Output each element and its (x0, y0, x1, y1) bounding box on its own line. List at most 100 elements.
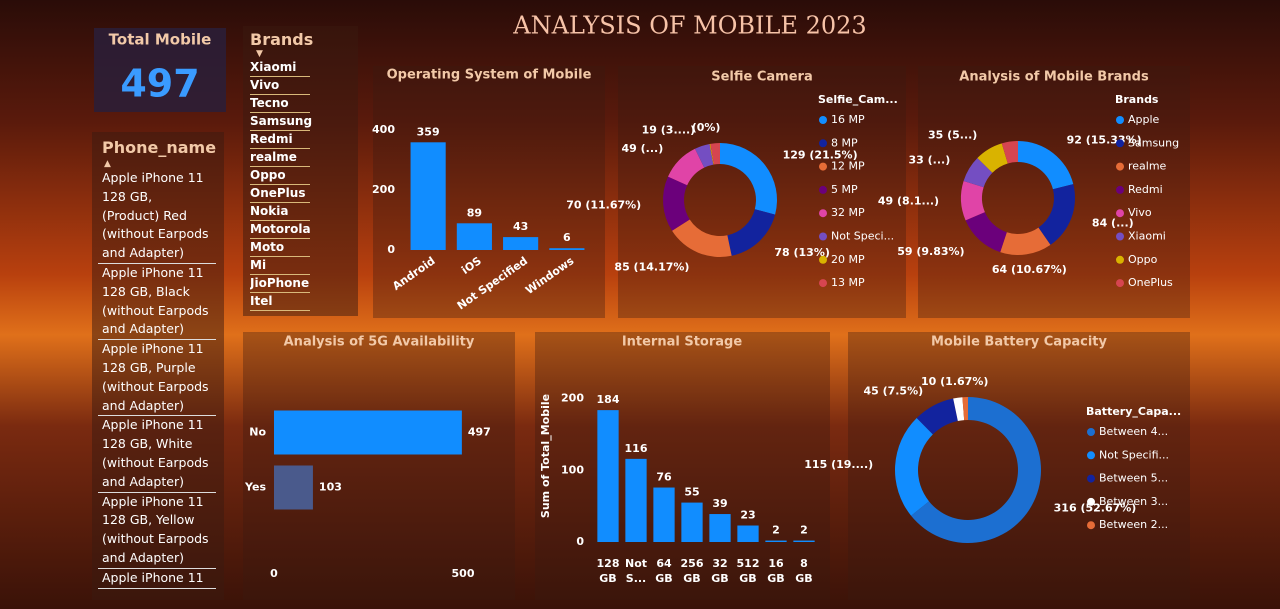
donut-slice (962, 396, 968, 421)
data-label: 2 (800, 524, 808, 537)
donut-slice (668, 148, 705, 186)
data-label: 49 (8.1...) (878, 195, 939, 208)
slicer-title: Brands (250, 30, 314, 49)
slicer-item[interactable]: Moto (250, 239, 310, 257)
donut-slice (672, 219, 732, 258)
bar (737, 525, 759, 542)
slicer-item[interactable]: Apple iPhone 11 128 GB, Yellow (without … (98, 493, 216, 569)
legend-marker (1087, 428, 1095, 436)
legend-marker (1116, 139, 1124, 148)
data-label: 55 (684, 486, 699, 499)
bar (625, 458, 647, 542)
data-label: 6 (563, 231, 571, 244)
legend-label: 32 MP (831, 206, 865, 219)
legend-marker (1087, 497, 1095, 506)
slicer-item[interactable]: Redmi (250, 131, 310, 149)
slicer-item[interactable]: Apple iPhone 11 128 GB, Black (without E… (98, 264, 216, 341)
donut-slice (1018, 141, 1074, 190)
slicer-item[interactable]: Nokia (250, 203, 310, 221)
legend-marker (819, 116, 827, 124)
legend-label: Xiaomi (1128, 230, 1166, 243)
bar (274, 465, 313, 510)
legend-marker (819, 232, 827, 241)
legend-marker (1087, 521, 1095, 530)
legend-label: realme (1128, 160, 1167, 173)
data-label: (0%) (692, 121, 721, 134)
donut-slice (894, 418, 933, 516)
data-label: 85 (14.17%) (614, 260, 689, 273)
legend-label: Not Specifi... (1099, 448, 1169, 461)
slicer-item[interactable]: Motorola (250, 221, 311, 239)
slicer-item[interactable]: Oppo (250, 167, 310, 185)
slicer-item[interactable]: Samsung (250, 113, 312, 131)
x-tick-label: 256 GB (681, 557, 704, 585)
donut-slice (1038, 184, 1075, 245)
y-tick-label: Yes (244, 481, 266, 494)
x-tick-label: 500 (452, 567, 475, 580)
donut-slice (663, 176, 690, 231)
data-label: 116 (625, 442, 648, 455)
donut-slice (720, 143, 777, 215)
slicer-item[interactable]: Tecno (250, 95, 310, 113)
legend-marker (1116, 185, 1124, 194)
slicer-item[interactable]: JioPhone (250, 275, 310, 293)
donut-slice (916, 398, 958, 435)
donut-slice (965, 212, 1007, 253)
slicer-item[interactable]: Xiaomi (250, 59, 310, 77)
donut-slice (1000, 227, 1051, 255)
legend-marker (819, 185, 827, 194)
data-label: 49 (...) (622, 142, 664, 155)
data-label: 359 (417, 125, 440, 138)
x-tick-label: Not S... (625, 557, 647, 585)
data-label: 33 (...) (909, 153, 951, 166)
slicer-item[interactable]: Apple iPhone 11 128 GB, White (without E… (98, 416, 216, 493)
y-tick-label: No (249, 426, 266, 439)
sort-icon[interactable]: ▲ (104, 159, 111, 169)
legend-label: 20 MP (831, 253, 865, 266)
bar (549, 248, 585, 250)
phone-slicer[interactable]: Phone_name ▲ Apple iPhone 11 128 GB, (Pr… (98, 136, 216, 596)
x-tick-label: 8 GB (795, 557, 812, 585)
slicer-item[interactable]: Apple iPhone 11 128 GB, (Product) Red (w… (98, 169, 216, 264)
legend-title: Battery_Capa... (1086, 405, 1181, 418)
data-label: 43 (513, 220, 528, 233)
bar (597, 410, 619, 542)
y-axis-label: Sum of Total_Mobile (539, 394, 552, 518)
slicer-item[interactable]: Mi (250, 257, 310, 275)
bar (274, 410, 462, 455)
legend-marker (819, 139, 827, 148)
legend-marker (819, 209, 827, 218)
legend-marker (1087, 451, 1095, 460)
x-tick-label: 32 GB (711, 557, 728, 585)
data-label: 316 (52.67%) (1054, 501, 1137, 514)
slicer-item[interactable]: OnePlus (250, 185, 310, 203)
bar (709, 514, 731, 542)
bar (765, 540, 787, 542)
sort-icon[interactable]: ▼ (256, 49, 263, 59)
legend-label: 12 MP (831, 160, 865, 173)
slicer-item[interactable]: Apple iPhone 11 128 GB, Purple (without … (98, 340, 216, 417)
donut-slice (727, 209, 776, 256)
slicer-item[interactable]: Apple iPhone 11 (98, 569, 216, 589)
chart-title: Operating System of Mobile (387, 68, 592, 83)
legend-label: 16 MP (831, 113, 865, 126)
data-label: 19 (3....) (642, 124, 696, 137)
brand-slicer[interactable]: Brands ▼ Xiaomi Vivo Tecno Samsung Redmi real… (250, 30, 340, 314)
data-label: 2 (772, 524, 780, 537)
legend-label: 5 MP (831, 183, 858, 196)
slicer-item[interactable]: Itel (250, 293, 310, 311)
data-label: 84 (...) (1092, 217, 1134, 230)
data-label: 70 (11.67%) (566, 198, 641, 211)
slicer-item[interactable]: Vivo (250, 77, 310, 95)
data-label: 39 (712, 497, 727, 510)
slicer-item[interactable]: realme (250, 149, 310, 167)
x-tick-label: 64 GB (655, 557, 672, 585)
legend-marker (819, 255, 827, 264)
bar (653, 487, 675, 542)
slicer-title: Phone_name (102, 138, 216, 157)
y-tick-label: 200 (561, 392, 584, 405)
chart-panel (535, 332, 830, 600)
legend-label: Oppo (1128, 253, 1158, 266)
